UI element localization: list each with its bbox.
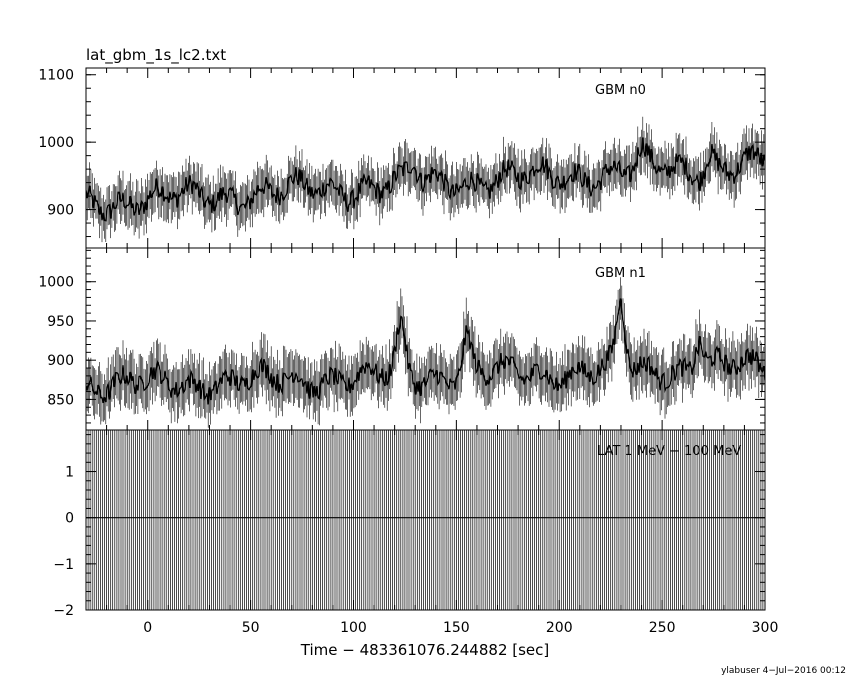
x-axis-label: Time − 483361076.244882 [sec]: [300, 641, 550, 659]
x-tick-label: 50: [242, 620, 260, 636]
panel-lat: −2 −1 0 1 0 50 100 150 200 250 300: [53, 429, 779, 636]
x-tick-label: 100: [340, 620, 367, 636]
y-tick-label: 900: [47, 353, 74, 369]
y-tick-label: −2: [53, 603, 74, 619]
y-tick-label: 1000: [38, 275, 74, 291]
series-line: [86, 137, 765, 222]
panel-gbm-n1: 850 900 950 1000: [38, 247, 766, 431]
series-label-gbm-n0: GBM n0: [595, 83, 646, 98]
chart-title: lat_gbm_1s_lc2.txt: [86, 46, 226, 65]
x-tick-label: 0: [143, 620, 152, 636]
x-tick-label: 300: [752, 620, 779, 636]
x-tick-label: 150: [443, 620, 470, 636]
series-label-gbm-n1: GBM n1: [595, 266, 646, 281]
error-bars: [86, 430, 765, 610]
y-tick-label: −1: [53, 557, 74, 573]
footer-stamp: ylabuser 4−Jul−2016 00:12: [721, 666, 846, 676]
series-label-lat: LAT 1 MeV − 100 MeV: [597, 444, 741, 459]
y-tick-label: 0: [65, 511, 74, 527]
panel-frame: [85, 429, 766, 611]
plot-area: [86, 116, 765, 243]
y-tick-label: 900: [47, 203, 74, 219]
x-tick-label: 250: [649, 620, 676, 636]
y-tick-label: 950: [47, 314, 74, 330]
x-tick-label: 200: [546, 620, 573, 636]
plot-area: [86, 430, 765, 610]
plot-area: [86, 277, 765, 428]
y-tick-label: 1000: [38, 135, 74, 151]
y-tick-label: 1: [65, 465, 74, 481]
y-tick-label: 1100: [38, 68, 74, 84]
panel-gbm-n0: 900 1000 1100: [38, 67, 766, 249]
series-line: [86, 298, 765, 405]
error-bars: [86, 277, 765, 428]
y-tick-label: 850: [47, 392, 74, 408]
